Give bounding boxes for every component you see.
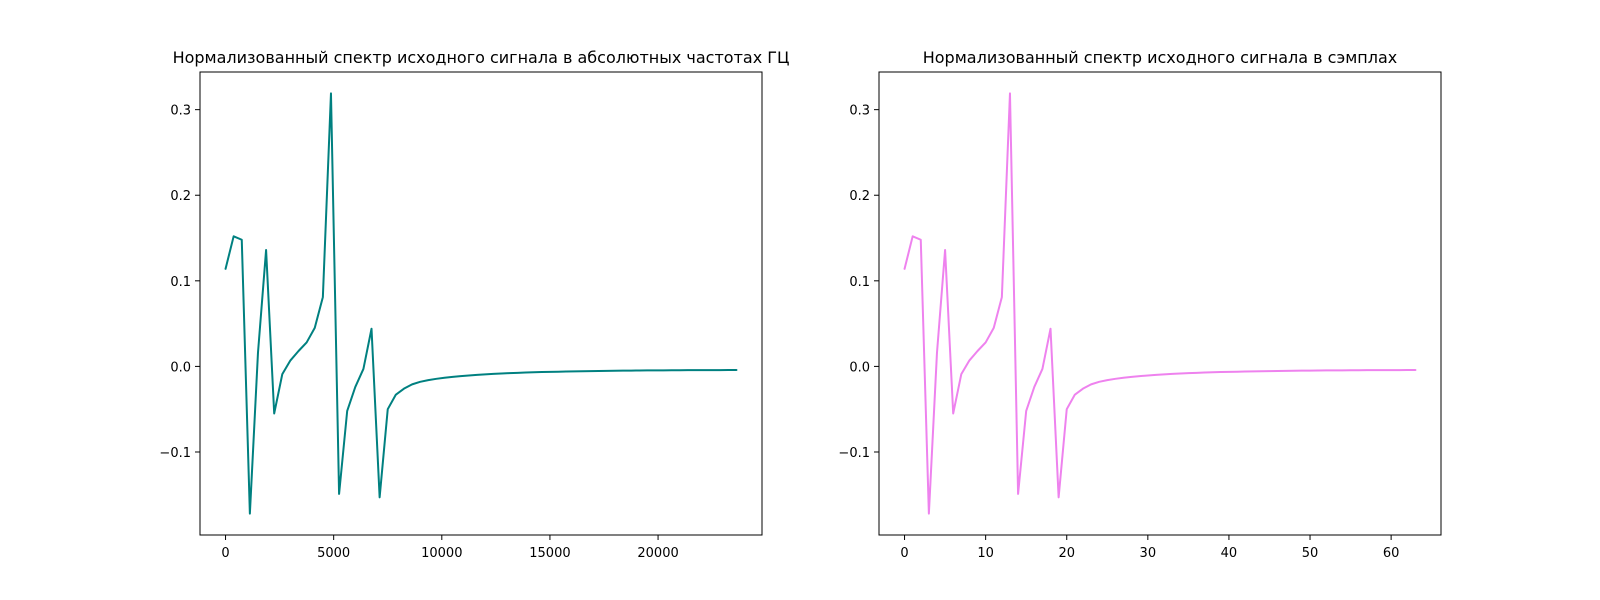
y-tick-label: 0.0 [170,360,191,375]
x-axis: 0 5000 10000 15000 20000 [221,535,679,561]
x-tick-label: 50 [1302,546,1319,561]
x-tick-label: 5000 [317,546,350,561]
series-line [224,92,738,515]
y-tick-label: 0.1 [849,275,870,290]
y-axis: −0.1 0.0 0.1 0.2 0.3 [159,104,200,461]
y-tick-label: 0.2 [170,189,191,204]
x-tick-label: 15000 [529,546,570,561]
y-tick-label: 0.3 [849,104,870,119]
x-tick-label: 40 [1221,546,1238,561]
chart-absolute-frequency: Нормализованный спектр исходного сигнала… [159,48,789,561]
plot-lines [903,92,1417,515]
chart-samples: Нормализованный спектр исходного сигнала… [838,48,1442,561]
y-tick-label: −0.1 [159,446,191,461]
x-tick-label: 20000 [637,546,678,561]
y-tick-label: 0.1 [170,275,191,290]
axes-frame [199,71,763,536]
y-tick-label: 0.0 [849,360,870,375]
plot-lines [224,92,738,515]
y-axis: −0.1 0.0 0.1 0.2 0.3 [838,104,879,461]
x-tick-label: 0 [900,546,908,561]
x-tick-label: 10 [977,546,994,561]
chart-title: Нормализованный спектр исходного сигнала… [173,48,790,67]
x-tick-label: 60 [1383,546,1400,561]
x-axis: 0 10 20 30 40 50 60 [900,535,1399,561]
chart-title: Нормализованный спектр исходного сигнала… [923,48,1398,67]
y-tick-label: 0.2 [849,189,870,204]
x-tick-label: 10000 [421,546,462,561]
axes-frame [878,71,1442,536]
x-tick-label: 30 [1140,546,1157,561]
y-tick-label: 0.3 [170,104,191,119]
series-line [903,92,1417,515]
y-tick-label: −0.1 [838,446,870,461]
x-tick-label: 0 [221,546,229,561]
x-tick-label: 20 [1058,546,1075,561]
